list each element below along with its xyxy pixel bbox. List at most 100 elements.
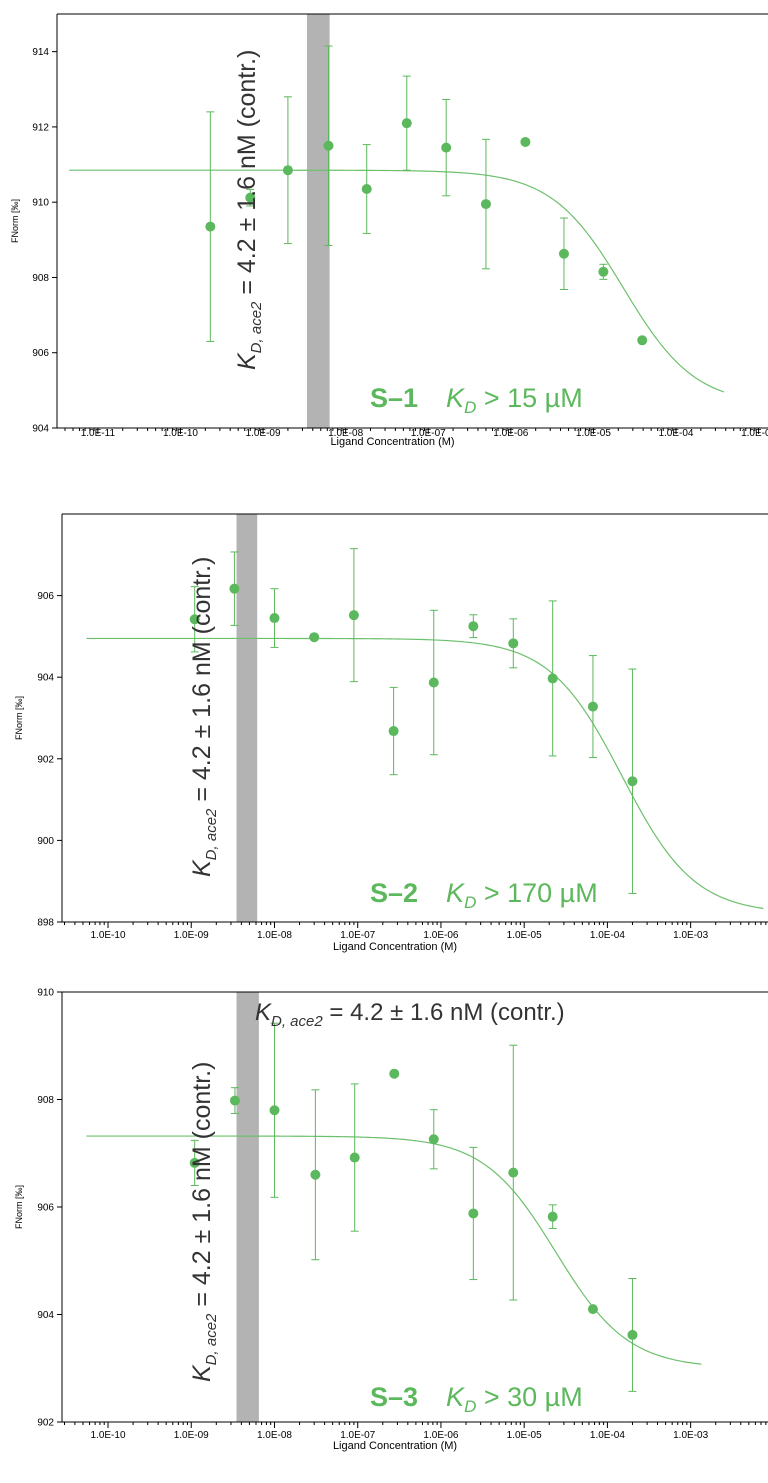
control-kd-annotation-horizontal: KD, ace2 = 4.2 ± 1.6 nM (contr.) bbox=[255, 999, 565, 1030]
data-point bbox=[309, 632, 320, 643]
data-point bbox=[468, 1146, 479, 1281]
data-point bbox=[428, 609, 439, 756]
kd-symbol: K bbox=[188, 859, 216, 877]
data-marker bbox=[205, 221, 216, 232]
data-point bbox=[441, 98, 452, 197]
kd-value: = 4.2 ± 1.6 nM (contr.) bbox=[188, 1062, 216, 1314]
data-point bbox=[587, 655, 598, 759]
data-point bbox=[310, 1089, 321, 1261]
x-tick-label: 1.0E-03 bbox=[673, 930, 708, 941]
y-axis-label: FNorm [‰] bbox=[14, 1185, 24, 1229]
data-marker bbox=[310, 1169, 321, 1180]
data-point bbox=[389, 1068, 400, 1079]
y-tick-label: 902 bbox=[37, 754, 54, 765]
data-marker bbox=[547, 673, 558, 684]
control-kd-annotation-vertical: KD, ace2 = 4.2 ± 1.6 nM (contr.) bbox=[233, 50, 265, 370]
data-marker bbox=[189, 1157, 200, 1168]
data-point bbox=[269, 588, 280, 648]
x-tick-label: 1.0E-10 bbox=[163, 428, 198, 439]
data-marker bbox=[348, 610, 359, 621]
x-tick-label: 1.0E-06 bbox=[493, 428, 528, 439]
data-marker bbox=[558, 248, 569, 259]
control-kd-annotation-vertical: KD, ace2 = 4.2 ± 1.6 nM (contr.) bbox=[188, 557, 220, 877]
data-marker bbox=[389, 1068, 400, 1079]
chart-panel-s3: 902 904 906 908 910 1.0E-10 1.0E-09 1.0E-08 1.0E… bbox=[0, 984, 768, 1483]
data-marker bbox=[361, 184, 372, 195]
data-marker bbox=[388, 726, 399, 737]
data-marker bbox=[189, 614, 200, 625]
data-point bbox=[428, 1109, 439, 1170]
data-point bbox=[361, 144, 372, 234]
data-marker bbox=[480, 199, 491, 210]
y-tick-label: 910 bbox=[37, 988, 54, 999]
data-marker bbox=[349, 1152, 360, 1163]
data-point bbox=[558, 217, 569, 290]
x-tick-label: 1.0E-05 bbox=[507, 930, 542, 941]
data-point bbox=[587, 1304, 598, 1315]
x-tick-label: 1.0E-07 bbox=[340, 930, 375, 941]
data-point bbox=[348, 548, 359, 683]
data-point bbox=[388, 686, 399, 776]
kd-value: = 4.2 ± 1.6 nM (contr.) bbox=[233, 50, 261, 302]
data-point bbox=[637, 335, 648, 346]
data-marker bbox=[229, 583, 240, 594]
control-kd-band bbox=[306, 14, 330, 428]
data-point bbox=[547, 600, 558, 757]
data-point bbox=[598, 263, 609, 280]
data-marker bbox=[428, 1134, 439, 1145]
x-tick-label: 1.0E-07 bbox=[411, 428, 446, 439]
kd-symbol: K bbox=[188, 1364, 216, 1382]
fit-curve bbox=[69, 169, 725, 393]
control-kd-band bbox=[236, 514, 258, 922]
data-point bbox=[627, 1277, 638, 1392]
x-tick-label: 1.0E-07 bbox=[340, 1430, 375, 1441]
y-tick-label: 910 bbox=[32, 198, 49, 209]
x-tick-label: 1.0E-06 bbox=[423, 930, 458, 941]
data-point bbox=[205, 111, 216, 342]
y-axis-label: FNorm [‰] bbox=[14, 696, 24, 740]
data-point bbox=[508, 1044, 519, 1301]
x-tick-label: 1.0E-09 bbox=[246, 428, 281, 439]
x-tick-label: 1.0E-09 bbox=[174, 930, 209, 941]
sample-kd-value: > 15 µM bbox=[476, 383, 582, 413]
data-marker bbox=[282, 165, 293, 176]
y-tick-label: 898 bbox=[37, 918, 54, 929]
sample-kd-subscript: D bbox=[464, 893, 476, 912]
data-point bbox=[229, 551, 240, 626]
data-marker bbox=[428, 677, 439, 688]
data-marker bbox=[587, 701, 598, 712]
x-tick-label: 1.0E-04 bbox=[658, 428, 693, 439]
data-point bbox=[520, 136, 531, 147]
chart-panel-s1: 904 906 908 910 912 914 1.0E-11 1.0E-10 1.0E-09 1… bbox=[0, 0, 768, 495]
binding-chart-s1: 904 906 908 910 912 914 1.0E-11 1.0E-10 1.0E-09 1… bbox=[10, 13, 768, 448]
data-marker bbox=[441, 142, 452, 153]
data-marker bbox=[598, 266, 609, 277]
x-tick-label: 1.0E-10 bbox=[90, 1430, 125, 1441]
y-tick-label: 914 bbox=[32, 47, 49, 58]
x-tick-label: 1.0E-08 bbox=[328, 428, 363, 439]
x-tick-label: 1.0E-10 bbox=[90, 930, 125, 941]
kd-subscript: D, ace2 bbox=[271, 1013, 323, 1030]
x-tick-label: 1.0E-04 bbox=[590, 930, 625, 941]
sample-kd-subscript: D bbox=[464, 1397, 476, 1416]
x-tick-label: 1.0E-11 bbox=[81, 428, 116, 439]
x-axis-label: Ligand Concentration (M) bbox=[330, 436, 454, 448]
y-axis-label: FNorm [‰] bbox=[10, 199, 20, 243]
sample-kd-label: S–1 KD > 15 µM bbox=[370, 383, 583, 417]
sample-kd-subscript: D bbox=[464, 398, 476, 417]
data-marker bbox=[229, 1095, 240, 1106]
data-marker bbox=[547, 1211, 558, 1222]
y-tick-label: 904 bbox=[37, 673, 54, 684]
data-marker bbox=[508, 638, 519, 649]
data-point bbox=[468, 614, 479, 639]
y-tick-label: 906 bbox=[37, 591, 54, 602]
sample-kd-label: S–2 KD > 170 µM bbox=[370, 878, 598, 912]
data-marker bbox=[508, 1167, 519, 1178]
data-marker bbox=[269, 1105, 280, 1116]
kd-subscript: D, ace2 bbox=[203, 808, 220, 860]
x-tick-label: 1.0E-05 bbox=[507, 1430, 542, 1441]
x-tick-label: 1.0E-03 bbox=[673, 1430, 708, 1441]
sample-kd-symbol: K bbox=[446, 383, 465, 413]
y-tick-label: 908 bbox=[37, 1095, 54, 1106]
data-marker bbox=[468, 621, 479, 632]
